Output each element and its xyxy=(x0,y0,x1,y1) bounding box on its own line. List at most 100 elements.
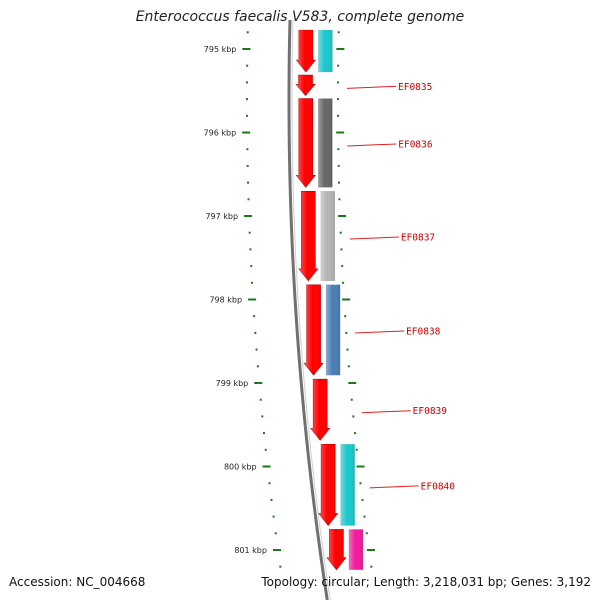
gene-label: EF0839 xyxy=(413,406,448,417)
minor-tick-right xyxy=(355,448,358,451)
cds-arrow-shade xyxy=(304,284,324,376)
minor-tick-left xyxy=(264,448,267,451)
backbone-inner xyxy=(291,19,331,600)
minor-tick-left xyxy=(246,81,249,84)
minor-tick-right xyxy=(337,81,340,84)
tick-label: 795 kbp xyxy=(204,45,237,54)
minor-tick-right xyxy=(346,348,349,351)
minor-tick-right xyxy=(337,31,340,34)
minor-tick-left xyxy=(274,532,277,535)
label-leader-line xyxy=(355,330,405,334)
minor-tick-left xyxy=(256,365,259,368)
minor-tick-left xyxy=(248,231,251,234)
tick-label: 797 kbp xyxy=(205,212,238,221)
label-leader-line xyxy=(347,143,397,147)
minor-tick-left xyxy=(254,331,257,334)
minor-tick-right xyxy=(347,365,350,368)
cds-arrow-shade xyxy=(296,30,316,73)
minor-tick-left xyxy=(279,565,282,568)
tick-label: 801 kbp xyxy=(234,546,267,555)
gene-label: EF0837 xyxy=(401,233,435,244)
minor-tick-right xyxy=(370,565,373,568)
gene-EF0838 xyxy=(303,284,341,376)
minor-tick-right xyxy=(337,164,340,167)
minor-tick-left xyxy=(262,432,265,435)
cds-arrow-shade xyxy=(326,529,346,570)
minor-tick-left xyxy=(261,415,264,418)
gene-bar-shade xyxy=(318,30,333,73)
label-leader-line xyxy=(361,410,411,414)
minor-tick-left xyxy=(268,482,271,485)
minor-tick-right xyxy=(363,515,366,518)
gene-EF0835 xyxy=(295,74,316,97)
minor-tick-left xyxy=(250,265,253,268)
gene-partial-0 xyxy=(295,29,333,73)
accession-text: Accession: NC_004668 xyxy=(9,575,146,589)
gene-bar-shade xyxy=(340,444,355,526)
minor-tick-left xyxy=(249,248,252,251)
cds-arrow-shade xyxy=(298,191,318,281)
backbone-layer xyxy=(287,19,331,600)
minor-tick-right xyxy=(359,482,362,485)
label-leader-line xyxy=(369,485,419,489)
minor-tick-left xyxy=(253,315,256,318)
tick-label: 800 kbp xyxy=(224,463,257,472)
minor-tick-right xyxy=(337,98,339,101)
gene-EF0836 xyxy=(295,98,333,188)
minor-tick-right xyxy=(340,248,343,251)
gene-label: EF0838 xyxy=(406,326,441,337)
minor-tick-right xyxy=(339,231,342,234)
minor-tick-right xyxy=(338,198,341,201)
tick-label: 796 kbp xyxy=(204,129,237,138)
gene-EF0840 xyxy=(318,443,355,526)
minor-tick-left xyxy=(270,498,273,501)
gene-label: EF0836 xyxy=(398,139,433,150)
minor-tick-right xyxy=(353,432,356,435)
minor-tick-right xyxy=(344,315,347,318)
tick-label: 798 kbp xyxy=(209,296,242,305)
gene-bar-shade xyxy=(348,529,363,570)
cds-arrow-shade xyxy=(310,379,330,441)
minor-tick-right xyxy=(345,331,348,334)
minor-tick-right xyxy=(338,181,341,184)
minor-tick-right xyxy=(352,415,355,418)
minor-tick-left xyxy=(251,281,254,284)
minor-tick-left xyxy=(247,181,250,184)
gene-bar-shade xyxy=(326,284,341,376)
gene-track xyxy=(295,29,364,571)
map-title: Enterococcus faecalis V583, complete gen… xyxy=(135,9,465,25)
gene-bar-shade xyxy=(320,191,335,281)
minor-tick-right xyxy=(361,498,364,501)
minor-tick-left xyxy=(246,148,249,151)
gene-EF0839 xyxy=(310,378,331,441)
gene-bar-shade xyxy=(318,98,333,188)
gene-partial-7 xyxy=(326,529,364,571)
minor-tick-left xyxy=(272,515,275,518)
minor-tick-left xyxy=(246,114,249,117)
minor-tick-left xyxy=(255,348,258,351)
minor-tick-right xyxy=(341,265,344,268)
cds-arrow-shade xyxy=(318,444,338,526)
label-leader-line xyxy=(347,85,397,89)
cds-arrow-shade xyxy=(296,75,316,96)
gene-label: EF0835 xyxy=(398,82,432,93)
minor-tick-right xyxy=(365,532,368,535)
minor-tick-right xyxy=(337,114,340,117)
gene-labels: EF0835 EF0836 EF0837 EF0838 EF0839 EF0840 xyxy=(347,82,456,492)
minor-tick-left xyxy=(246,164,249,167)
label-leader-line xyxy=(349,236,399,240)
minor-tick-left xyxy=(259,398,262,401)
tick-label: 799 kbp xyxy=(216,379,249,388)
cds-arrow-shade xyxy=(296,98,316,188)
gene-EF0837 xyxy=(298,190,336,282)
minor-tick-right xyxy=(342,281,345,284)
backbone-outer xyxy=(287,19,329,600)
minor-tick-right xyxy=(337,64,340,67)
minor-tick-right xyxy=(350,398,353,401)
topology-text: Topology: circular; Length: 3,218,031 bp… xyxy=(261,575,591,589)
minor-tick-left xyxy=(246,98,248,101)
minor-tick-left xyxy=(246,64,249,67)
gene-label: EF0840 xyxy=(421,481,456,492)
minor-tick-right xyxy=(337,148,340,151)
